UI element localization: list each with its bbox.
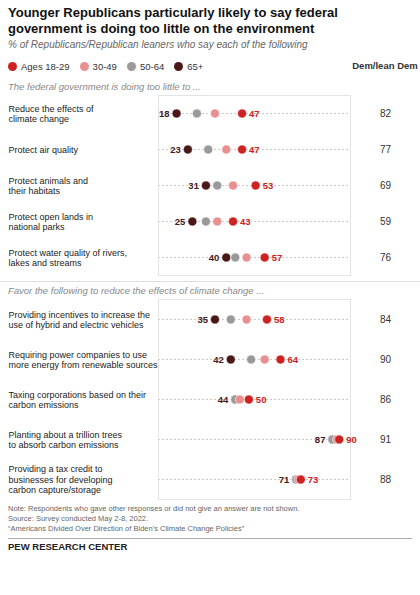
svg-text:91: 91 [380, 434, 392, 445]
svg-text:84: 84 [380, 314, 392, 325]
svg-text:90: 90 [380, 354, 392, 365]
svg-text:71: 71 [279, 474, 290, 485]
html-text:Younger Republicans particular: Younger Republicans particularly likely … [8, 5, 338, 36]
svg-text:35: 35 [197, 314, 208, 325]
svg-text:88: 88 [380, 474, 392, 485]
svg-text:Reduce the effects ofclimate c: Reduce the effects ofclimate change [9, 104, 94, 124]
html-text:Ages 18-29: Ages 18-29 [21, 60, 70, 72]
html-text:The federal government is doin: The federal government is doing too litt… [8, 81, 201, 93]
svg-text:Taxing corporations based on t: Taxing corporations based on theircarbon… [9, 390, 147, 410]
svg-text:Requiring power companies to u: Requiring power companies to usemore ene… [9, 350, 159, 370]
svg-text:77: 77 [380, 144, 392, 155]
svg-text:44: 44 [218, 394, 229, 405]
svg-text:18: 18 [159, 108, 170, 119]
html-text:% of Republicans/Republican le: % of Republicans/Republican leaners who … [8, 39, 308, 51]
svg-text:Planting about a trillion tree: Planting about a trillion treesto absorb… [9, 430, 123, 450]
svg-text:40: 40 [209, 252, 220, 263]
svg-text:64: 64 [287, 354, 298, 365]
svg-text:Protect water quality of river: Protect water quality of rivers,lakes an… [9, 248, 128, 268]
svg-text:76: 76 [380, 252, 392, 263]
svg-text:50: 50 [256, 394, 267, 405]
svg-text:90: 90 [346, 434, 357, 445]
svg-text:Protect animals andtheir habit: Protect animals andtheir habitats [9, 176, 89, 196]
svg-text:82: 82 [380, 108, 392, 119]
svg-text:Protect open lands innational: Protect open lands innational parks [9, 212, 94, 232]
svg-text:31: 31 [188, 180, 199, 191]
svg-text:69: 69 [380, 180, 392, 191]
html-text:Favor the following to reduce: Favor the following to reduce the effect… [8, 285, 265, 297]
svg-text:86: 86 [380, 394, 392, 405]
svg-text:73: 73 [308, 474, 319, 485]
svg-text:57: 57 [272, 252, 283, 263]
svg-text:43: 43 [240, 216, 251, 227]
svg-text:58: 58 [274, 314, 285, 325]
html-text:PEW RESEARCH CENTER: PEW RESEARCH CENTER [8, 540, 128, 552]
html-text:Dem/lean Dem: Dem/lean Dem [352, 60, 418, 71]
html-text:Note: Respondents who gave oth: Note: Respondents who gave other respons… [8, 504, 300, 534]
svg-text:Providing incentives to increa: Providing incentives to increase theuse … [9, 310, 151, 330]
html-text:50-64: 50-64 [139, 60, 165, 72]
svg-text:Providing a tax credit tobusin: Providing a tax credit tobusinesses for … [9, 465, 113, 496]
svg-text:47: 47 [249, 108, 260, 119]
svg-text:47: 47 [249, 144, 260, 155]
svg-text:87: 87 [315, 434, 326, 445]
svg-text:53: 53 [263, 180, 274, 191]
svg-text:25: 25 [175, 216, 186, 227]
svg-text:59: 59 [380, 216, 392, 227]
svg-text:23: 23 [170, 144, 181, 155]
svg-text:42: 42 [213, 354, 224, 365]
svg-text:Protect air quality: Protect air quality [9, 145, 79, 155]
html-text:65+: 65+ [187, 60, 204, 72]
html-text:30-49: 30-49 [92, 60, 117, 72]
